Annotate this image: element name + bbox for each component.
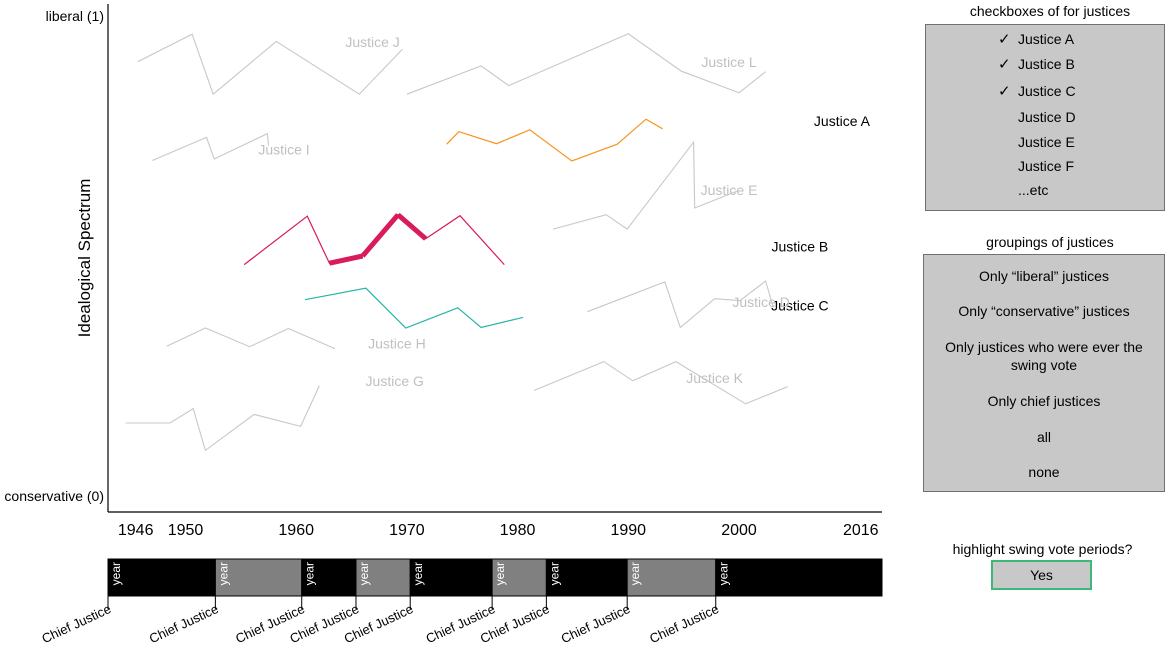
series-layer: Justice J Justice L Justice I Justice A Just… <box>125 33 871 452</box>
series-label: Justice J <box>345 34 399 50</box>
check-icon: ✓ <box>998 31 1011 48</box>
chief-justice-label: Chief Justice <box>147 601 221 646</box>
x-tick-label: 1970 <box>389 522 425 539</box>
swing-vote-highlight <box>396 212 428 241</box>
justice-checkbox-6[interactable]: ...etc <box>926 181 1164 201</box>
justice-checkbox-label: Justice D <box>1018 109 1076 125</box>
x-tick-label: 1990 <box>610 522 646 539</box>
chief-justice-label: Chief Justice <box>647 601 721 646</box>
timeline-year-label: year <box>547 562 561 585</box>
justice-checkbox-0[interactable]: ✓ Justice A <box>926 30 1164 50</box>
justice-checkbox-label: Justice A <box>1018 31 1075 47</box>
series-label: Justice D <box>732 294 790 310</box>
timeline-segment <box>715 558 883 597</box>
series-label: Justice K <box>686 370 743 386</box>
justice-checkboxes-title: checkboxes of for justices <box>969 3 1131 19</box>
timeline-year-label: year <box>357 562 371 585</box>
chief-justice-label: Chief Justice <box>559 601 633 646</box>
series-line-justice-a <box>446 118 663 162</box>
series-line-justice-h <box>166 327 336 350</box>
series-label: Justice E <box>701 182 758 198</box>
timeline-year-label: year <box>628 562 642 585</box>
swing-vote-title: highlight swing vote periods? <box>952 541 1133 557</box>
y-tick-label: liberal (1) <box>46 8 104 24</box>
grouping-option-5[interactable]: none <box>1028 464 1060 480</box>
series-label: Justice A <box>814 113 871 129</box>
x-tick-label: 2016 <box>843 522 879 539</box>
series-line-justice-l <box>406 33 766 95</box>
justice-checkbox-label: Justice C <box>1018 83 1076 99</box>
y-axis-label: Idealogical Spectrum <box>75 179 94 338</box>
grouping-option-0[interactable]: Only “liberal” justices <box>979 268 1109 284</box>
series-label: Justice H <box>368 335 426 351</box>
series-label: Justice I <box>258 141 309 157</box>
justice-checkbox-label: ...etc <box>1018 182 1049 198</box>
timeline-segment <box>355 558 411 597</box>
x-tick-label: 1960 <box>278 522 314 539</box>
series-line-justice-c <box>304 287 524 329</box>
chief-justice-label: Chief Justice <box>39 601 113 646</box>
x-tick-label: 1950 <box>168 522 204 539</box>
justice-checkbox-3[interactable]: Justice D <box>926 108 1164 128</box>
justice-checkbox-2[interactable]: ✓ Justice C <box>926 82 1164 102</box>
x-tick-label: 2000 <box>721 522 757 539</box>
grouping-option-2[interactable]: Only justices who were ever the swing vo… <box>945 339 1143 373</box>
justice-checkbox-4[interactable]: Justice E <box>926 133 1164 153</box>
chart-axes: liberal (1) conservative (0) Idealogical S… <box>4 4 882 539</box>
timeline-segment <box>301 558 357 597</box>
grouping-option-1[interactable]: Only “conservative” justices <box>958 303 1130 319</box>
x-tick-label: 1946 <box>118 522 154 539</box>
series-label: Justice L <box>701 54 756 70</box>
swing-vote-highlight <box>360 213 400 258</box>
justice-checkbox-label: Justice E <box>1018 134 1075 150</box>
grouping-option-4[interactable]: all <box>1036 429 1051 445</box>
timeline-year-label: year <box>109 562 123 585</box>
justice-checkbox-label: Justice F <box>1018 158 1075 174</box>
groupings-panel: Only “liberal” justices Only “conservativ… <box>923 254 1165 492</box>
series-line-justice-g <box>125 385 320 452</box>
chief-justice-timeline: year Chief Justice year Chief Justice year Ch… <box>39 558 883 646</box>
justice-checkbox-label: Justice B <box>1018 56 1075 72</box>
justice-checkbox-1[interactable]: ✓ Justice B <box>926 55 1164 75</box>
series-label: Justice G <box>366 373 424 389</box>
timeline-year-label: year <box>411 562 425 585</box>
check-icon: ✓ <box>998 56 1011 73</box>
check-icon: ✓ <box>998 83 1011 100</box>
timeline-segment <box>626 558 717 597</box>
groupings-title: groupings of justices <box>986 234 1114 250</box>
series-label: Justice C <box>771 297 829 313</box>
timeline-segment <box>491 558 547 597</box>
x-tick-label: 1980 <box>500 522 536 539</box>
swing-vote-yes-button[interactable]: Yes <box>991 560 1092 590</box>
timeline-year-label: year <box>303 562 317 585</box>
series-line-justice-e <box>552 140 738 230</box>
series-label: Justice B <box>771 238 828 254</box>
timeline-segment <box>409 558 493 597</box>
justice-checkbox-5[interactable]: Justice F <box>926 157 1164 177</box>
timeline-year-label: year <box>216 562 230 585</box>
series-line-justice-d <box>587 280 774 329</box>
timeline-segment <box>214 558 303 597</box>
y-tick-label: conservative (0) <box>4 488 104 504</box>
series-line-justice-k <box>533 360 788 405</box>
timeline-year-label: year <box>717 562 731 585</box>
grouping-option-3[interactable]: Only chief justices <box>987 393 1101 409</box>
timeline-segment <box>107 558 216 597</box>
series-line-justice-j <box>137 33 403 96</box>
timeline-year-label: year <box>493 562 507 585</box>
series-line-justice-i <box>152 132 270 162</box>
swing-vote-highlight <box>328 253 364 266</box>
justice-checkboxes-panel: ✓ Justice A ✓ Justice B ✓ Justice C Justice D J… <box>925 24 1165 211</box>
timeline-segment <box>545 558 628 597</box>
